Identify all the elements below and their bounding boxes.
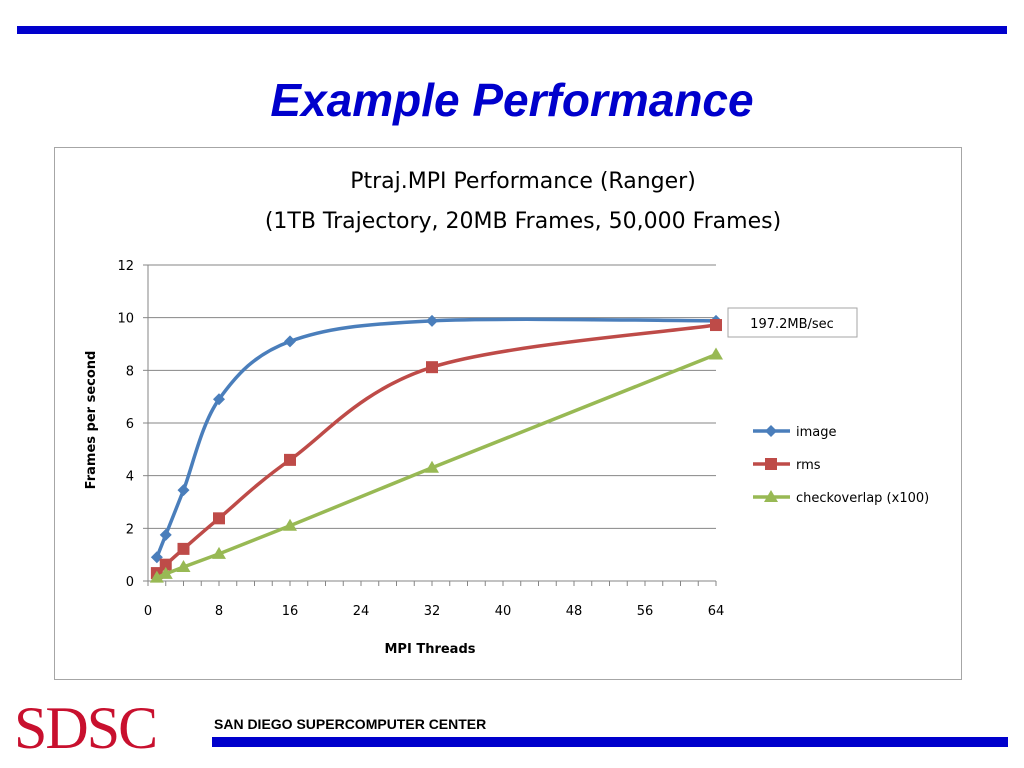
y-tick-label: 2 bbox=[126, 522, 134, 537]
footer-org-name: SAN DIEGO SUPERCOMPUTER CENTER bbox=[214, 716, 487, 732]
annotation-text: 197.2MB/sec bbox=[750, 317, 834, 332]
x-tick-label: 8 bbox=[215, 604, 223, 619]
footer-accent-bar bbox=[212, 737, 1008, 747]
series-rms-point bbox=[710, 319, 722, 332]
series-image-point bbox=[213, 393, 225, 406]
chart-title-line2: (1TB Trajectory, 20MB Frames, 50,000 Fra… bbox=[265, 209, 781, 234]
series-checkoverlap-point bbox=[158, 566, 173, 579]
x-tick-label: 48 bbox=[566, 604, 583, 619]
chart-svg: Ptraj.MPI Performance (Ranger) (1TB Traj… bbox=[84, 169, 929, 657]
grid-layer bbox=[148, 264, 716, 529]
chart-legend: image rms checkoverlap (x100) bbox=[753, 425, 929, 506]
series-image-point bbox=[177, 484, 190, 497]
x-tick-label: 32 bbox=[424, 604, 441, 619]
chart-title-line1: Ptraj.MPI Performance (Ranger) bbox=[350, 169, 696, 194]
y-tick-label: 8 bbox=[126, 364, 134, 379]
slide-title: Example Performance bbox=[270, 74, 754, 126]
series-checkoverlap-point bbox=[425, 460, 439, 473]
legend-marker-series-checkoverlap bbox=[764, 490, 778, 502]
series-image-point bbox=[159, 528, 172, 541]
legend-label-series-image: image bbox=[796, 425, 837, 440]
chart-frame: Ptraj.MPI Performance (Ranger) (1TB Traj… bbox=[54, 147, 962, 680]
y-tick-label: 4 bbox=[126, 470, 134, 485]
x-axis-label: MPI Threads bbox=[385, 642, 476, 657]
y-axis-label: Frames per second bbox=[84, 351, 99, 490]
x-tick-label: 40 bbox=[495, 604, 512, 619]
series-rms-point bbox=[213, 512, 225, 525]
x-tick-label: 0 bbox=[144, 604, 152, 619]
legend-label-series-checkoverlap: checkoverlap (x100) bbox=[796, 491, 929, 506]
legend-marker-series-rms bbox=[765, 458, 777, 470]
series-checkoverlap-line bbox=[156, 352, 717, 580]
series-checkoverlap-point bbox=[283, 518, 297, 531]
series-checkoverlap-point bbox=[149, 570, 164, 583]
series-rms-point bbox=[284, 453, 296, 466]
series-rms-point bbox=[177, 542, 190, 555]
series-layer bbox=[149, 314, 723, 583]
sdsc-logo: SDSC bbox=[14, 695, 158, 761]
x-tick-label: 16 bbox=[282, 604, 299, 619]
x-tick-label: 24 bbox=[353, 604, 370, 619]
legend-label-series-rms: rms bbox=[796, 458, 821, 473]
x-tick-label: 64 bbox=[708, 604, 725, 619]
annotation-box: 197.2MB/sec bbox=[727, 307, 858, 338]
y-tick-label: 12 bbox=[117, 259, 134, 274]
y-tick-label: 0 bbox=[126, 575, 134, 590]
y-tick-label: 6 bbox=[126, 417, 134, 432]
series-checkoverlap-point bbox=[212, 546, 226, 559]
series-rms-point bbox=[426, 361, 438, 374]
legend-marker-series-image bbox=[765, 425, 777, 437]
series-image-point bbox=[426, 314, 438, 327]
x-tick-label: 56 bbox=[637, 604, 654, 619]
y-tick-label: 10 bbox=[117, 312, 134, 327]
series-image-line bbox=[155, 317, 717, 558]
series-image-point bbox=[284, 335, 296, 348]
top-accent-bar bbox=[17, 26, 1007, 34]
series-checkoverlap-point bbox=[709, 347, 723, 360]
series-checkoverlap-point bbox=[176, 560, 191, 573]
series-rms-point bbox=[159, 558, 172, 571]
